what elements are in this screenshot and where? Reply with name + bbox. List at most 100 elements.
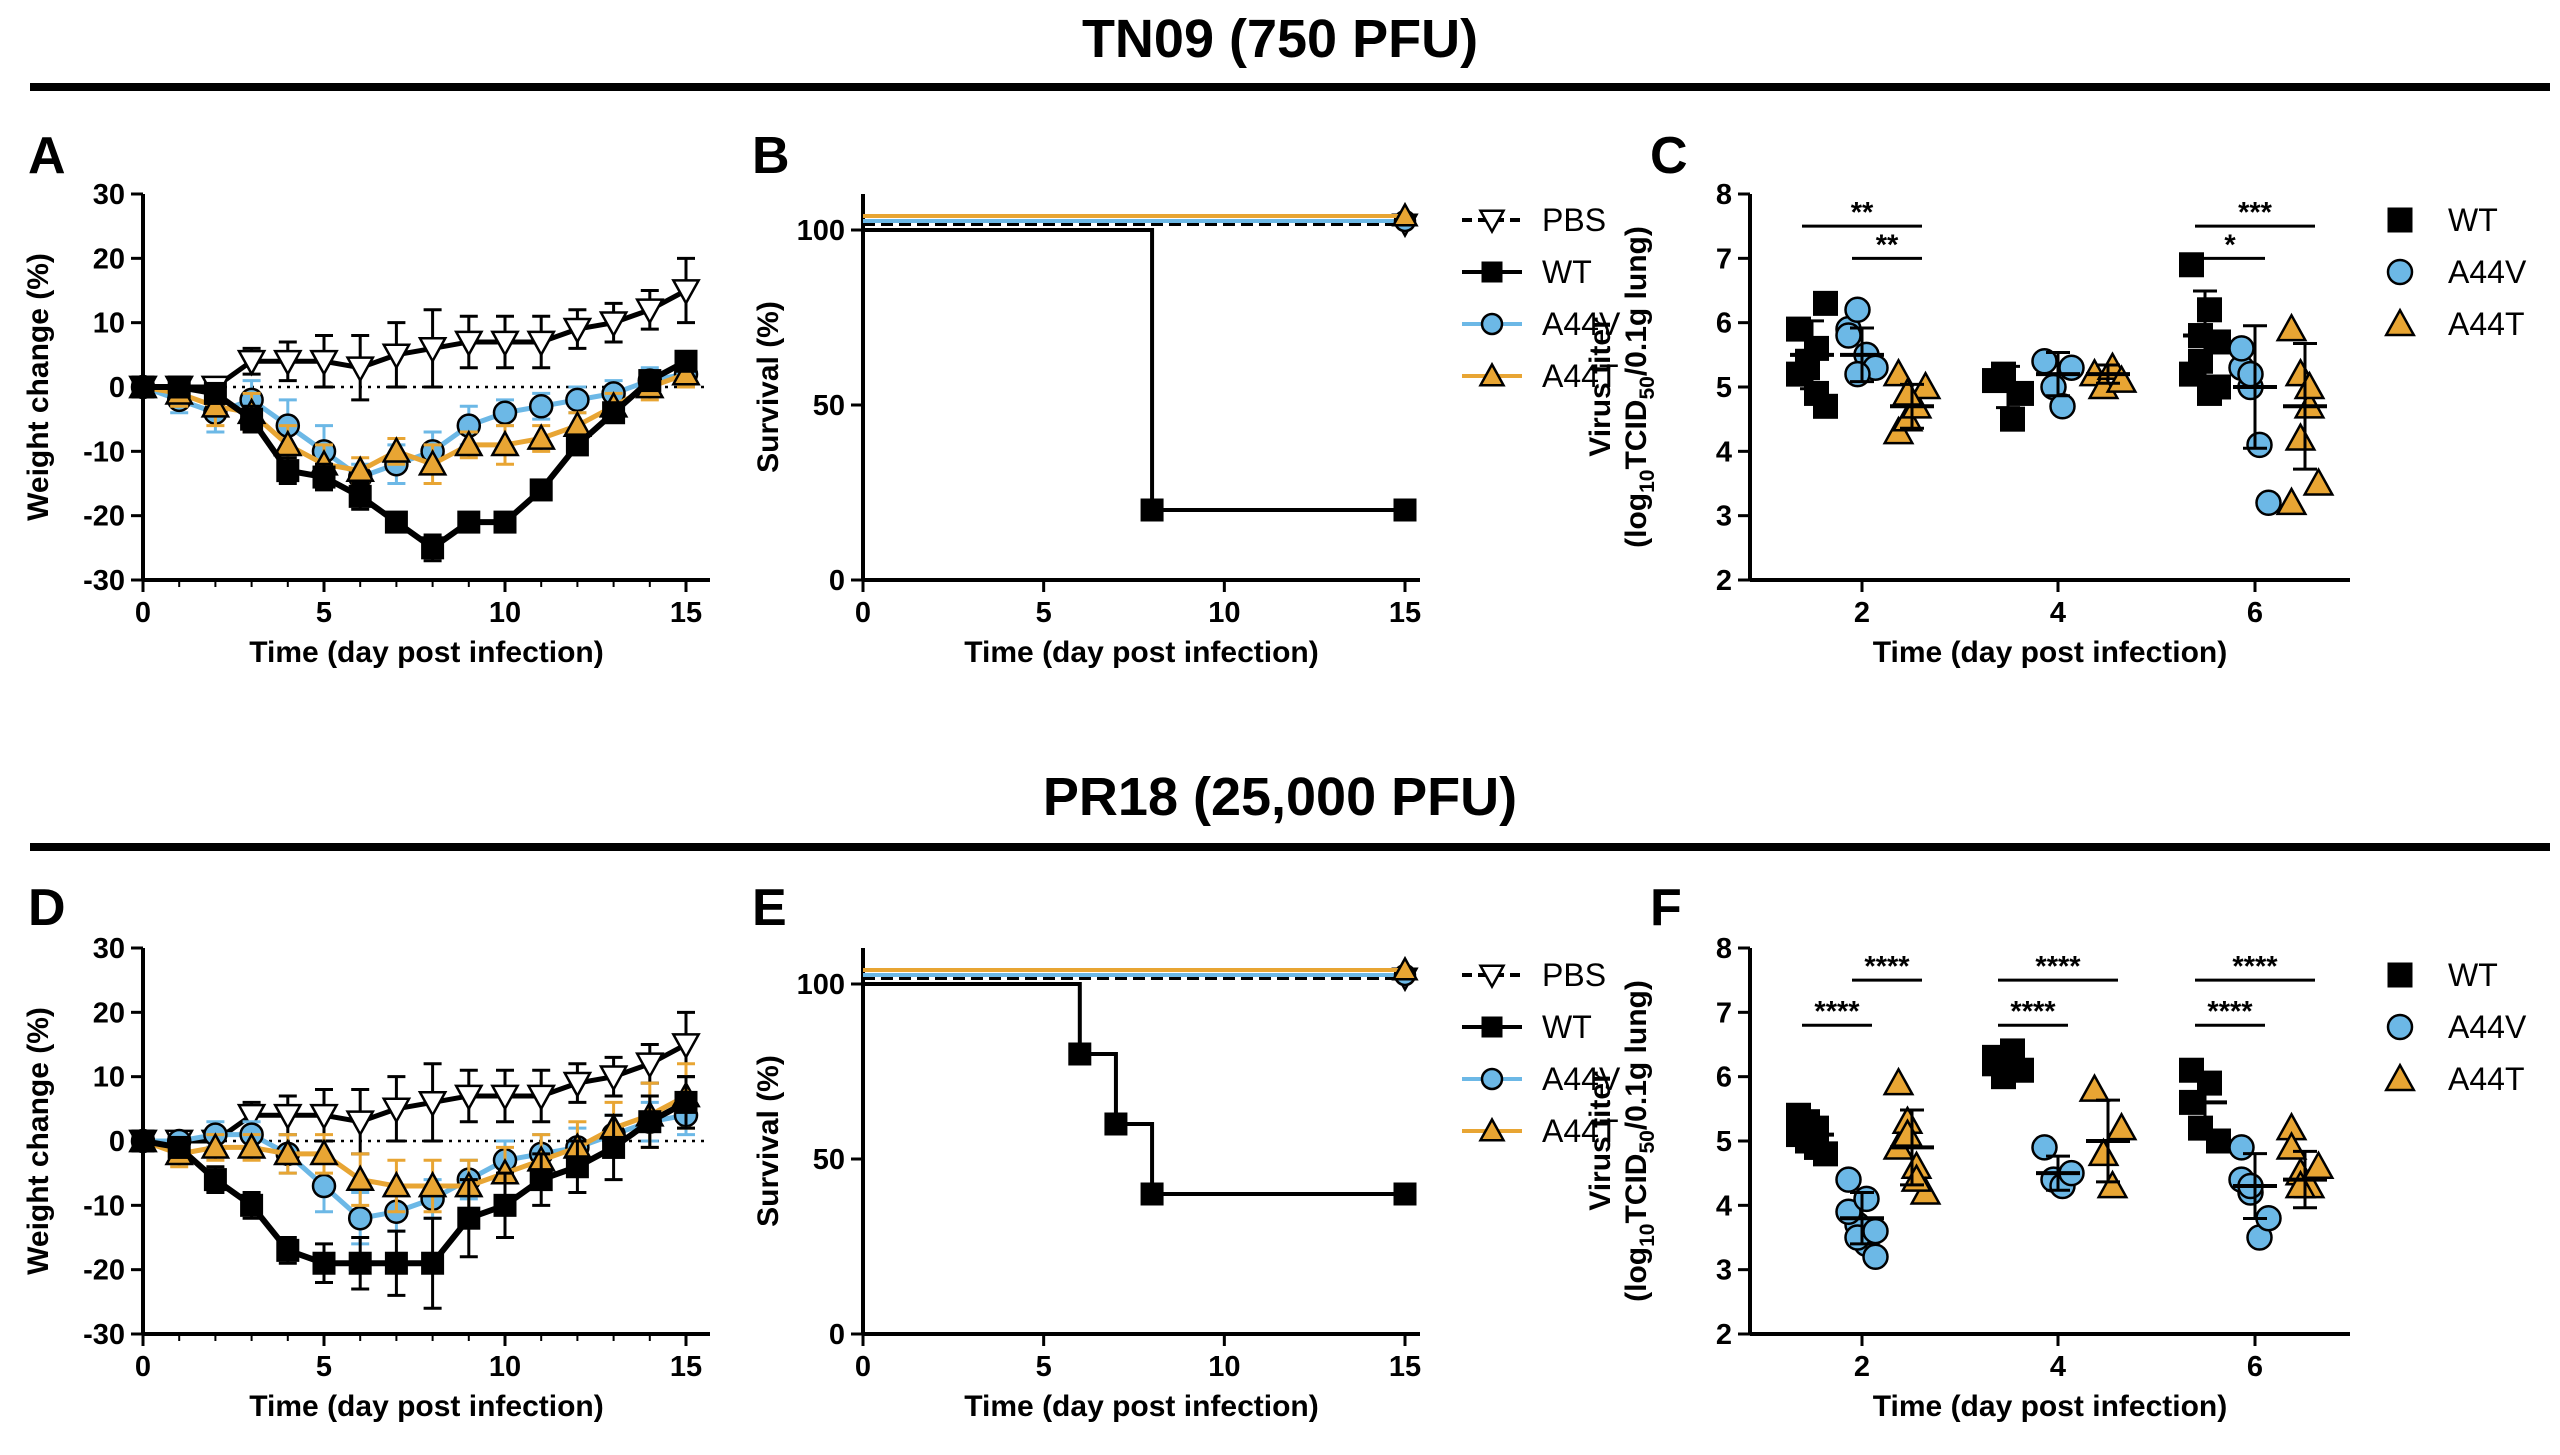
significance-label: ** — [1876, 229, 1899, 261]
legend-label: A44V — [2448, 254, 2527, 290]
data-point — [2188, 348, 2213, 374]
series-line — [143, 288, 688, 390]
y-tick-label: 30 — [93, 179, 125, 211]
panel-letter-a: A — [28, 127, 66, 185]
data-point — [203, 381, 227, 405]
series-line — [142, 1093, 688, 1189]
x-tick-label: 15 — [670, 597, 702, 629]
significance-annotation: *** — [2195, 197, 2315, 229]
titer-chart-F: 2 3 4 5 6 7 8 2 4 6 Time (day post infection) Virus… — [1584, 933, 2527, 1423]
data-point — [2275, 486, 2308, 516]
y-axis-label-part: (log — [1620, 493, 1653, 548]
series-a44v — [1835, 1134, 2282, 1271]
data-point — [276, 459, 300, 483]
y-axis-label-part: (log — [1620, 1247, 1653, 1302]
y-tick-label: 100 — [797, 969, 845, 1001]
data-point — [1844, 296, 1871, 324]
data-point — [635, 1052, 665, 1080]
data-point — [131, 1129, 155, 1153]
data-point — [1104, 1112, 1128, 1136]
data-point — [1140, 498, 1164, 522]
data-point — [131, 375, 155, 399]
y-tick-label: -30 — [83, 565, 125, 597]
series-wt — [1786, 252, 2231, 432]
x-axis-label: Time (day post infection) — [1873, 1390, 2227, 1423]
data-point — [490, 429, 520, 457]
data-point — [2237, 360, 2264, 388]
y-tick-label: 7 — [1716, 243, 1732, 275]
series-line — [143, 358, 688, 552]
y-axis-label-part: TCID — [1620, 1154, 1653, 1224]
y-axis-label: Survival (%) — [752, 1055, 785, 1227]
legend-marker — [1478, 361, 1506, 387]
data-point — [384, 1251, 408, 1275]
data-point — [2246, 431, 2273, 459]
data-point — [309, 1103, 339, 1131]
end-marker — [1391, 955, 1419, 981]
legend-label: A44T — [1542, 358, 1618, 394]
x-tick-label: 0 — [135, 597, 151, 629]
legend-label: PBS — [1542, 202, 1606, 238]
series-wt — [1786, 1038, 2231, 1167]
data-point — [562, 1071, 593, 1099]
y-tick-label: 10 — [93, 1062, 125, 1094]
panel-letter-e: E — [752, 879, 787, 937]
survival-chart-E: 0 50 100 0 5 10 15 Time (day post infection) Sur… — [752, 948, 1621, 1423]
data-point — [203, 1168, 227, 1192]
data-point — [236, 1132, 267, 1159]
significance-label: **** — [1864, 951, 1910, 983]
y-axis-label-subscript: 10 — [1636, 470, 1659, 493]
data-point — [311, 1173, 337, 1199]
legend: PBS WT A44V A44T — [1462, 957, 1621, 1149]
data-point — [638, 369, 662, 393]
data-point — [384, 510, 408, 534]
series-wt — [863, 228, 1417, 522]
x-tick-label: 5 — [316, 597, 332, 629]
x-axis-label: Time (day post infection) — [964, 636, 1318, 669]
legend-marker — [1480, 312, 1504, 336]
data-point — [345, 1164, 375, 1191]
significance-annotation: **** — [2195, 951, 2315, 983]
data-point — [635, 298, 665, 326]
data-point — [565, 1155, 589, 1179]
series-pbs — [128, 256, 701, 403]
legend-label: A44T — [2448, 1061, 2524, 1097]
data-point — [345, 356, 375, 383]
legend-marker — [1480, 1067, 1504, 1091]
section-title-tn09: TN09 (750 PFU) — [1081, 9, 1479, 69]
y-axis-label-part: TCID — [1620, 400, 1653, 470]
legend-marker — [2384, 307, 2416, 337]
data-point — [528, 394, 554, 419]
data-point — [312, 1251, 336, 1275]
data-point — [273, 429, 303, 457]
x-tick-label: 5 — [1036, 1351, 1052, 1383]
y-tick-label: 10 — [93, 308, 125, 340]
significance-label: ** — [1851, 197, 1874, 229]
series-a44t — [863, 201, 1419, 227]
data-point — [2105, 1111, 2138, 1141]
data-point — [381, 343, 412, 371]
data-point — [348, 1251, 372, 1275]
data-point — [562, 317, 593, 345]
significance-label: * — [2224, 229, 2236, 261]
data-point — [1813, 393, 1838, 419]
y-tick-label: 50 — [813, 390, 845, 422]
panel-letter-f: F — [1650, 879, 1682, 937]
data-point — [490, 1084, 520, 1112]
series-a44t — [1882, 1066, 2335, 1210]
legend-label: A44V — [1542, 1061, 1621, 1097]
y-tick-label: -10 — [83, 1190, 125, 1222]
weight-chart-D: -30 -20 -10 0 10 20 30 0 5 10 15 Time (day post inf… — [22, 933, 710, 1423]
data-point — [421, 536, 445, 560]
data-point — [1795, 355, 1820, 381]
x-tick-label: 0 — [135, 1351, 151, 1383]
x-tick-label: 5 — [316, 1351, 332, 1383]
data-point — [671, 279, 701, 306]
data-point — [417, 1091, 448, 1118]
data-point — [490, 330, 520, 358]
data-point — [1068, 1042, 1092, 1066]
legend-marker — [2384, 1062, 2416, 1092]
y-axis-label-subscript: 10 — [1636, 1224, 1659, 1247]
data-point — [1835, 1166, 1862, 1193]
data-point — [2096, 1169, 2129, 1199]
